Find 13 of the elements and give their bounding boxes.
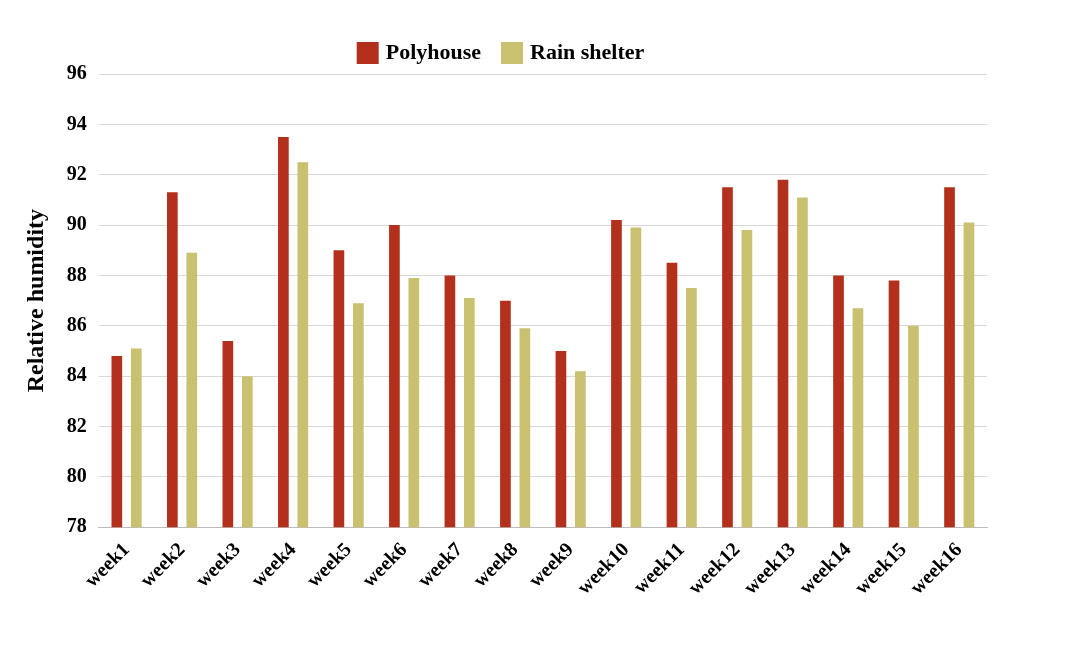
y-tick-label: 80 — [66, 464, 87, 487]
legend-label: Polyhouse — [385, 38, 482, 64]
y-tick-label: 94 — [66, 111, 87, 134]
y-tick-label: 82 — [66, 413, 87, 436]
y-axis-title: Relative humidity — [21, 208, 48, 393]
y-tick-label: 96 — [66, 61, 87, 84]
y-tick-label: 88 — [66, 262, 87, 285]
y-tick-label: 90 — [66, 212, 87, 235]
y-tick-label: 84 — [66, 363, 87, 386]
y-tick-label: 86 — [66, 312, 87, 335]
legend-label: Rain shelter — [530, 38, 645, 64]
y-tick-label: 78 — [66, 514, 87, 537]
y-tick-label: 92 — [66, 161, 87, 184]
